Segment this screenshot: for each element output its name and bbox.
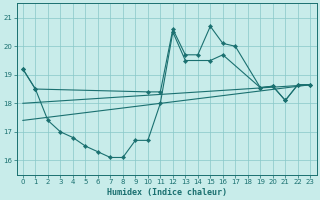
X-axis label: Humidex (Indice chaleur): Humidex (Indice chaleur) [107, 188, 227, 197]
